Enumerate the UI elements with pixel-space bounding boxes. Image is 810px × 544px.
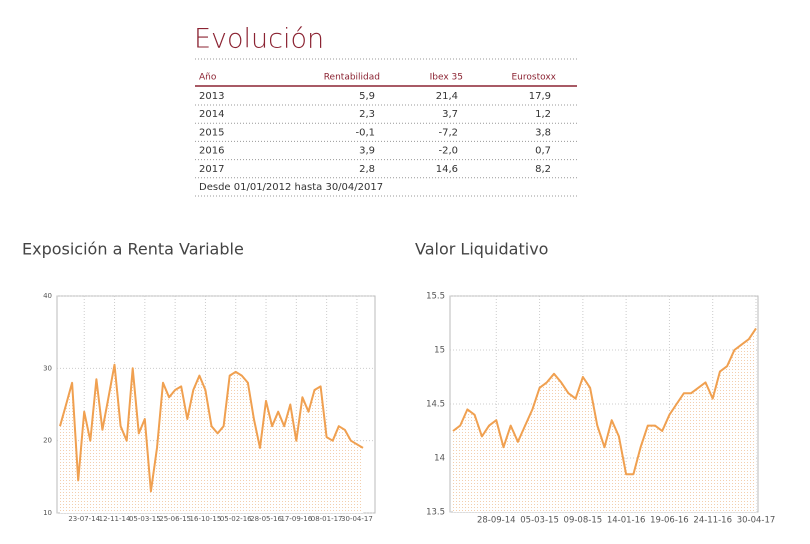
area (60, 364, 363, 513)
y-tick-label: 40 (43, 292, 52, 300)
cell: 2014 (199, 109, 224, 120)
cell: 17,9 (529, 91, 551, 102)
chart-title: Exposición a Renta Variable (22, 240, 244, 259)
cell: 5,9 (359, 91, 375, 102)
column-header: Rentabilidad (324, 73, 380, 83)
cell: 2,3 (359, 109, 375, 120)
x-tick-label: 05-02-16 (220, 515, 252, 523)
y-tick-label: 30 (43, 364, 52, 372)
x-tick-label: 17-09-16 (280, 515, 312, 523)
x-tick-label: 30-04-17 (737, 516, 776, 526)
cell: 2016 (199, 146, 224, 157)
cell: 3,7 (442, 109, 458, 120)
cell: 1,2 (535, 109, 551, 120)
x-tick-label: 16-10-15 (190, 515, 222, 523)
cell: -7,2 (438, 127, 458, 138)
y-tick-label: 14 (434, 454, 445, 464)
x-tick-label: 14-01-16 (607, 516, 646, 526)
note: Desde 01/01/2012 hasta 30/04/2017 (199, 182, 383, 193)
x-tick-label: 24-11-16 (693, 516, 732, 526)
column-header: Año (199, 73, 217, 83)
x-tick-label: 05-03-15 (520, 516, 559, 526)
y-tick-label: 13.5 (426, 508, 445, 518)
cell: 0,7 (535, 146, 551, 157)
column-header: Eurostoxx (512, 73, 557, 83)
x-tick-label: 12-11-14 (99, 515, 131, 523)
chart-title: Valor Liquidativo (415, 240, 548, 259)
area (453, 328, 756, 512)
x-tick-label: 28-05-16 (250, 515, 282, 523)
x-tick-label: 23-07-14 (68, 515, 100, 523)
line (452, 327, 757, 476)
y-tick-label: 14.5 (426, 400, 445, 410)
x-tick-label: 28-09-14 (477, 516, 516, 526)
cell: -2,0 (438, 146, 458, 157)
x-tick-label: 19-06-16 (650, 516, 689, 526)
cell: 3,8 (535, 127, 551, 138)
column-header: Ibex 35 (430, 73, 463, 83)
cell: 2,8 (359, 164, 375, 175)
cell: -0,1 (355, 127, 375, 138)
cell: 8,2 (535, 164, 551, 175)
cell: 21,4 (436, 91, 458, 102)
x-tick-label: 09-08-15 (564, 516, 603, 526)
x-tick-label: 25-06-15 (159, 515, 191, 523)
table-title: Evolución (194, 24, 324, 55)
y-tick-label: 15.5 (426, 292, 445, 302)
x-tick-label: 30-04-17 (341, 515, 373, 523)
cell: 2017 (199, 164, 224, 175)
cell: 2015 (199, 127, 224, 138)
y-tick-label: 15 (434, 346, 445, 356)
y-tick-label: 20 (43, 437, 52, 445)
cell: 3,9 (359, 146, 375, 157)
x-tick-label: 05-03-15 (129, 515, 161, 523)
line (59, 363, 364, 493)
cell: 14,6 (436, 164, 458, 175)
cell: 2013 (199, 91, 224, 102)
x-tick-label: 08-01-17 (311, 515, 343, 523)
y-tick-label: 10 (43, 509, 52, 517)
